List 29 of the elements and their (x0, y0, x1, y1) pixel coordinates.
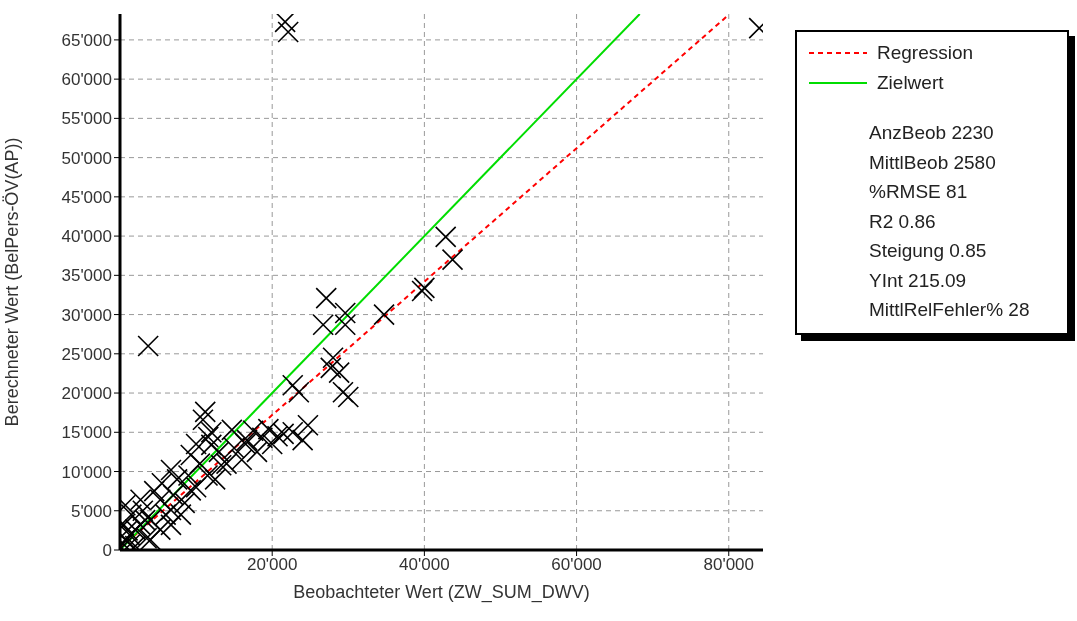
text: AnzBeob 2230 (869, 121, 995, 145)
y-tick-label: 15'000 (61, 423, 112, 443)
text: MittlRelFehler% 28 (869, 298, 1031, 322)
y-tick-label: 10'000 (61, 462, 112, 482)
y-tick-label: 45'000 (61, 187, 112, 207)
x-tick-label: 20'000 (246, 555, 298, 575)
y-tick-label: 50'000 (61, 148, 112, 168)
text: R2 0.86 (869, 209, 937, 234)
y-tick-label: 0 (102, 541, 112, 561)
y-tick-label: 30'000 (61, 305, 112, 325)
y-tick-label: 65'000 (61, 30, 112, 50)
y-tick-label: 60'000 (61, 70, 112, 90)
y-tick-label: 40'000 (61, 227, 112, 247)
text: %RMSE 81 (869, 180, 969, 204)
text: YInt 215.09 (869, 268, 968, 293)
x-tick-label: 40'000 (399, 555, 450, 575)
x-axis-title: Beobachteter Wert (ZW_SUM_DWV) (293, 582, 590, 603)
y-axis-title: Berechneter Wert (BelPers-ÖV(AP)) (2, 137, 23, 427)
y-tick-label: 55'000 (61, 109, 112, 129)
legend-label: Regression (877, 42, 974, 64)
y-tick-label: 20'000 (61, 384, 112, 404)
x-tick-label: 80'000 (703, 555, 755, 575)
y-tick-label: 35'000 (61, 266, 112, 286)
legend-label: Zielwert (877, 72, 944, 94)
y-tick-label: 25'000 (61, 344, 112, 364)
y-tick-label: 5'000 (70, 501, 112, 521)
text: MittlBeob 2580 (869, 150, 997, 175)
text: Steigung 0.85 (869, 239, 988, 263)
x-tick-label: 60'000 (551, 555, 602, 575)
